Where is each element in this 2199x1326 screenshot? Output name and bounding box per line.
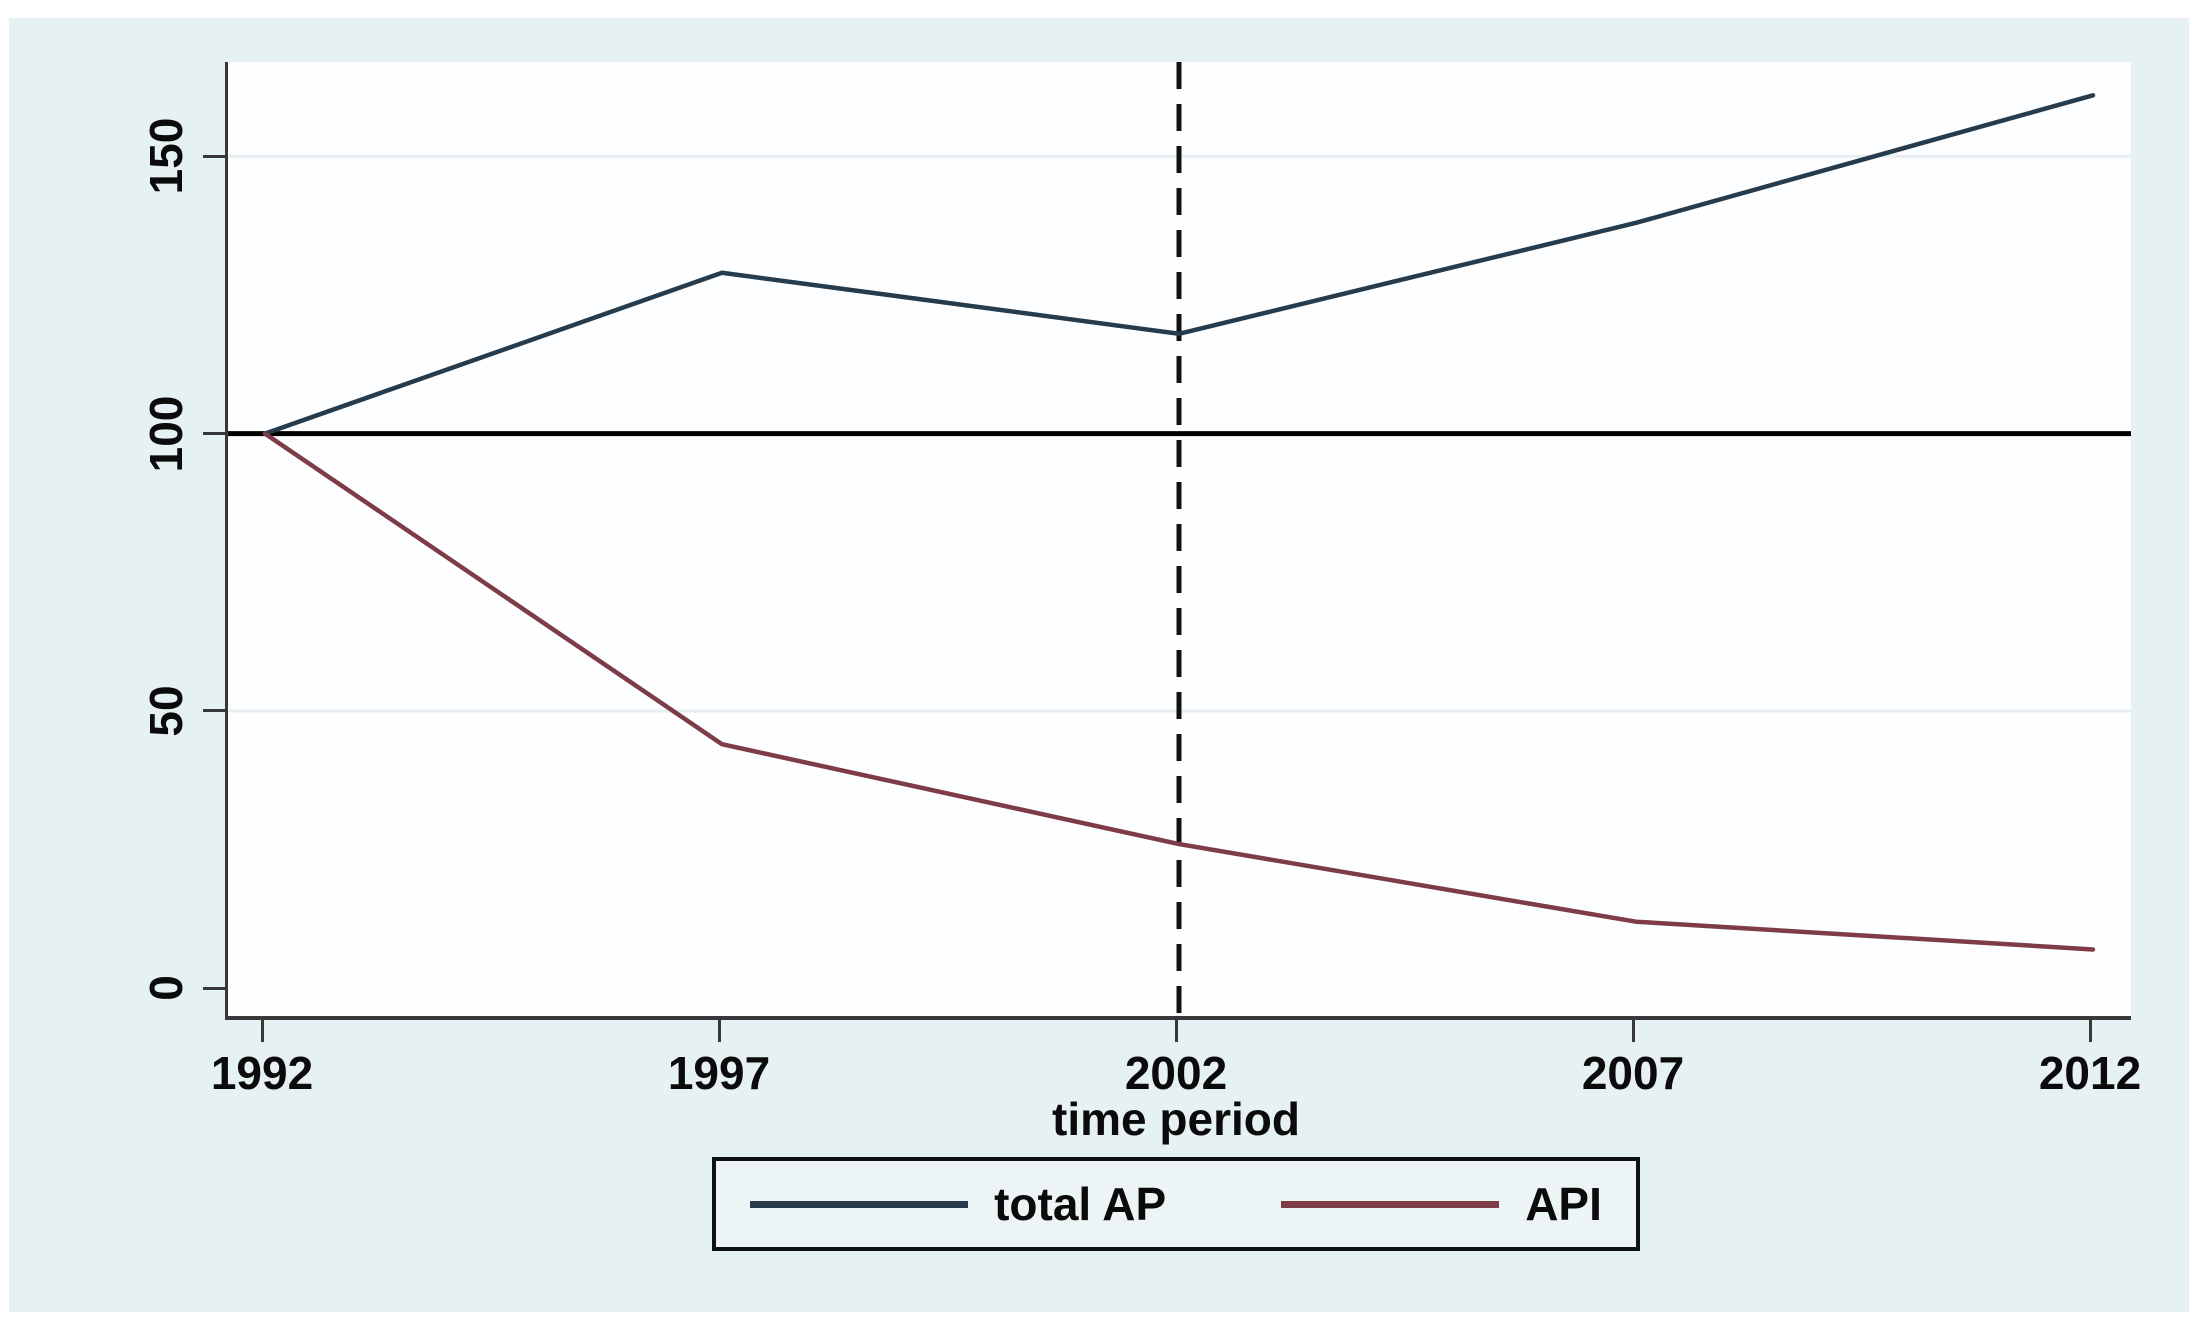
x-tick-mark-1997 [717, 1020, 721, 1042]
y-tick-mark-150 [203, 154, 225, 158]
y-tick-label-50: 50 [140, 685, 192, 737]
plot-lines [228, 62, 2131, 1016]
x-tick-mark-2012 [2088, 1020, 2092, 1042]
x-tick-label-2002: 2002 [1124, 1047, 1228, 1099]
legend-line-api [1281, 1200, 1500, 1208]
legend-line-total-ap [750, 1200, 969, 1208]
legend-label-total-ap: total AP [994, 1178, 1167, 1230]
series-line-total-ap [262, 93, 2096, 436]
x-tick-mark-2007 [1631, 1020, 1635, 1042]
legend: total AP API [712, 1157, 1640, 1251]
x-tick-mark-2002 [1174, 1020, 1178, 1042]
x-tick-label-2012: 2012 [2038, 1047, 2142, 1099]
x-tick-label-1997: 1997 [667, 1047, 771, 1099]
y-tick-mark-50 [203, 709, 225, 713]
x-tick-label-2007: 2007 [1581, 1047, 1685, 1099]
y-tick-label-0: 0 [140, 975, 192, 1002]
legend-item-total-ap: total AP [750, 1177, 1166, 1231]
x-tick-mark-1992 [260, 1020, 264, 1042]
y-tick-mark-0 [203, 986, 225, 990]
x-tick-label-1992: 1992 [210, 1047, 314, 1099]
y-tick-label-150: 150 [140, 117, 192, 195]
plot-area [225, 62, 2131, 1020]
y-tick-mark-100 [203, 432, 225, 436]
legend-item-api: API [1281, 1177, 1602, 1231]
legend-label-api: API [1525, 1178, 1602, 1230]
y-tick-label-100: 100 [140, 395, 192, 472]
x-axis-title: time period [1052, 1093, 1300, 1145]
series-line-api [262, 431, 2096, 952]
